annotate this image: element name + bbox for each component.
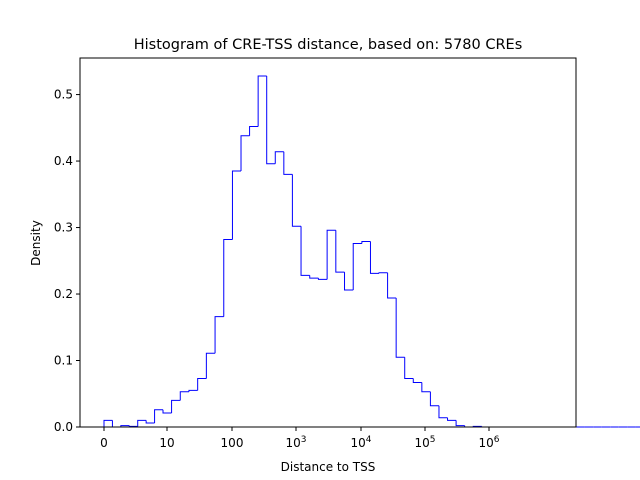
histogram-steps bbox=[103, 75, 640, 428]
histogram-bin bbox=[266, 75, 276, 165]
y-tick-label: 0.0 bbox=[54, 420, 73, 434]
histogram-bin bbox=[395, 298, 405, 358]
x-tick-label: 100 bbox=[221, 436, 244, 450]
histogram-bin bbox=[154, 409, 164, 424]
y-tick-label: 0.1 bbox=[54, 354, 73, 368]
histogram-bin bbox=[249, 125, 259, 136]
histogram-bin bbox=[179, 391, 189, 401]
y-tick-label: 0.3 bbox=[54, 221, 73, 235]
histogram-bin bbox=[137, 419, 147, 427]
x-tick-label: 104 bbox=[350, 435, 371, 450]
y-tick-label: 0.4 bbox=[54, 154, 73, 168]
histogram-bin bbox=[378, 272, 388, 274]
histogram-bin bbox=[317, 278, 328, 280]
histogram-bin bbox=[412, 378, 422, 383]
y-axis-ticks: 0.0 0.1 0.2 0.3 0.4 0.5 bbox=[54, 88, 80, 434]
histogram-bin bbox=[404, 357, 414, 379]
x-tick-label: 105 bbox=[414, 435, 435, 450]
histogram-bin bbox=[429, 391, 439, 407]
histogram-bin bbox=[421, 382, 431, 393]
histogram-bin bbox=[352, 242, 362, 291]
histogram-bin bbox=[188, 389, 198, 392]
histogram-bin bbox=[326, 229, 336, 280]
histogram-bin bbox=[171, 399, 181, 414]
x-axis-ticks: 0 10 100 103 104 105 106 bbox=[100, 427, 500, 450]
histogram-bin bbox=[223, 239, 233, 317]
histogram-bin bbox=[162, 409, 172, 414]
chart-title: Histogram of CRE-TSS distance, based on:… bbox=[134, 37, 523, 53]
x-tick-label: 106 bbox=[478, 435, 499, 450]
histogram-bin bbox=[387, 272, 397, 299]
histogram-bin bbox=[361, 241, 371, 244]
x-axis-label: Distance to TSS bbox=[281, 460, 376, 474]
x-tick-label: 10 bbox=[159, 436, 174, 450]
y-axis-label: Density bbox=[29, 220, 43, 266]
histogram-bin bbox=[344, 272, 354, 291]
plot-frame bbox=[79, 57, 577, 428]
histogram-bin bbox=[197, 377, 207, 391]
histogram-bin bbox=[103, 419, 113, 427]
x-tick-label: 103 bbox=[285, 435, 306, 450]
histogram-bin bbox=[283, 151, 293, 175]
histogram-bin bbox=[291, 174, 302, 227]
histogram-bin bbox=[145, 420, 155, 424]
histogram-bin bbox=[309, 275, 319, 279]
histogram-bin bbox=[274, 151, 284, 164]
histogram-bin bbox=[369, 241, 380, 274]
histogram-bin bbox=[205, 352, 216, 379]
histogram-bin bbox=[214, 316, 224, 354]
histogram-bin bbox=[231, 170, 242, 240]
histogram-bin bbox=[455, 420, 465, 427]
histogram-bin bbox=[438, 405, 448, 419]
histogram-bin bbox=[128, 425, 138, 427]
histogram-bin bbox=[335, 230, 345, 273]
histogram-bin bbox=[240, 135, 250, 172]
histogram-bin bbox=[257, 75, 267, 127]
histogram-bin bbox=[111, 420, 121, 428]
y-tick-label: 0.5 bbox=[54, 88, 73, 102]
y-tick-label: 0.2 bbox=[54, 287, 73, 301]
histogram-bin bbox=[300, 226, 310, 276]
x-tick-label: 0 bbox=[100, 436, 108, 450]
histogram-bin bbox=[447, 417, 457, 421]
